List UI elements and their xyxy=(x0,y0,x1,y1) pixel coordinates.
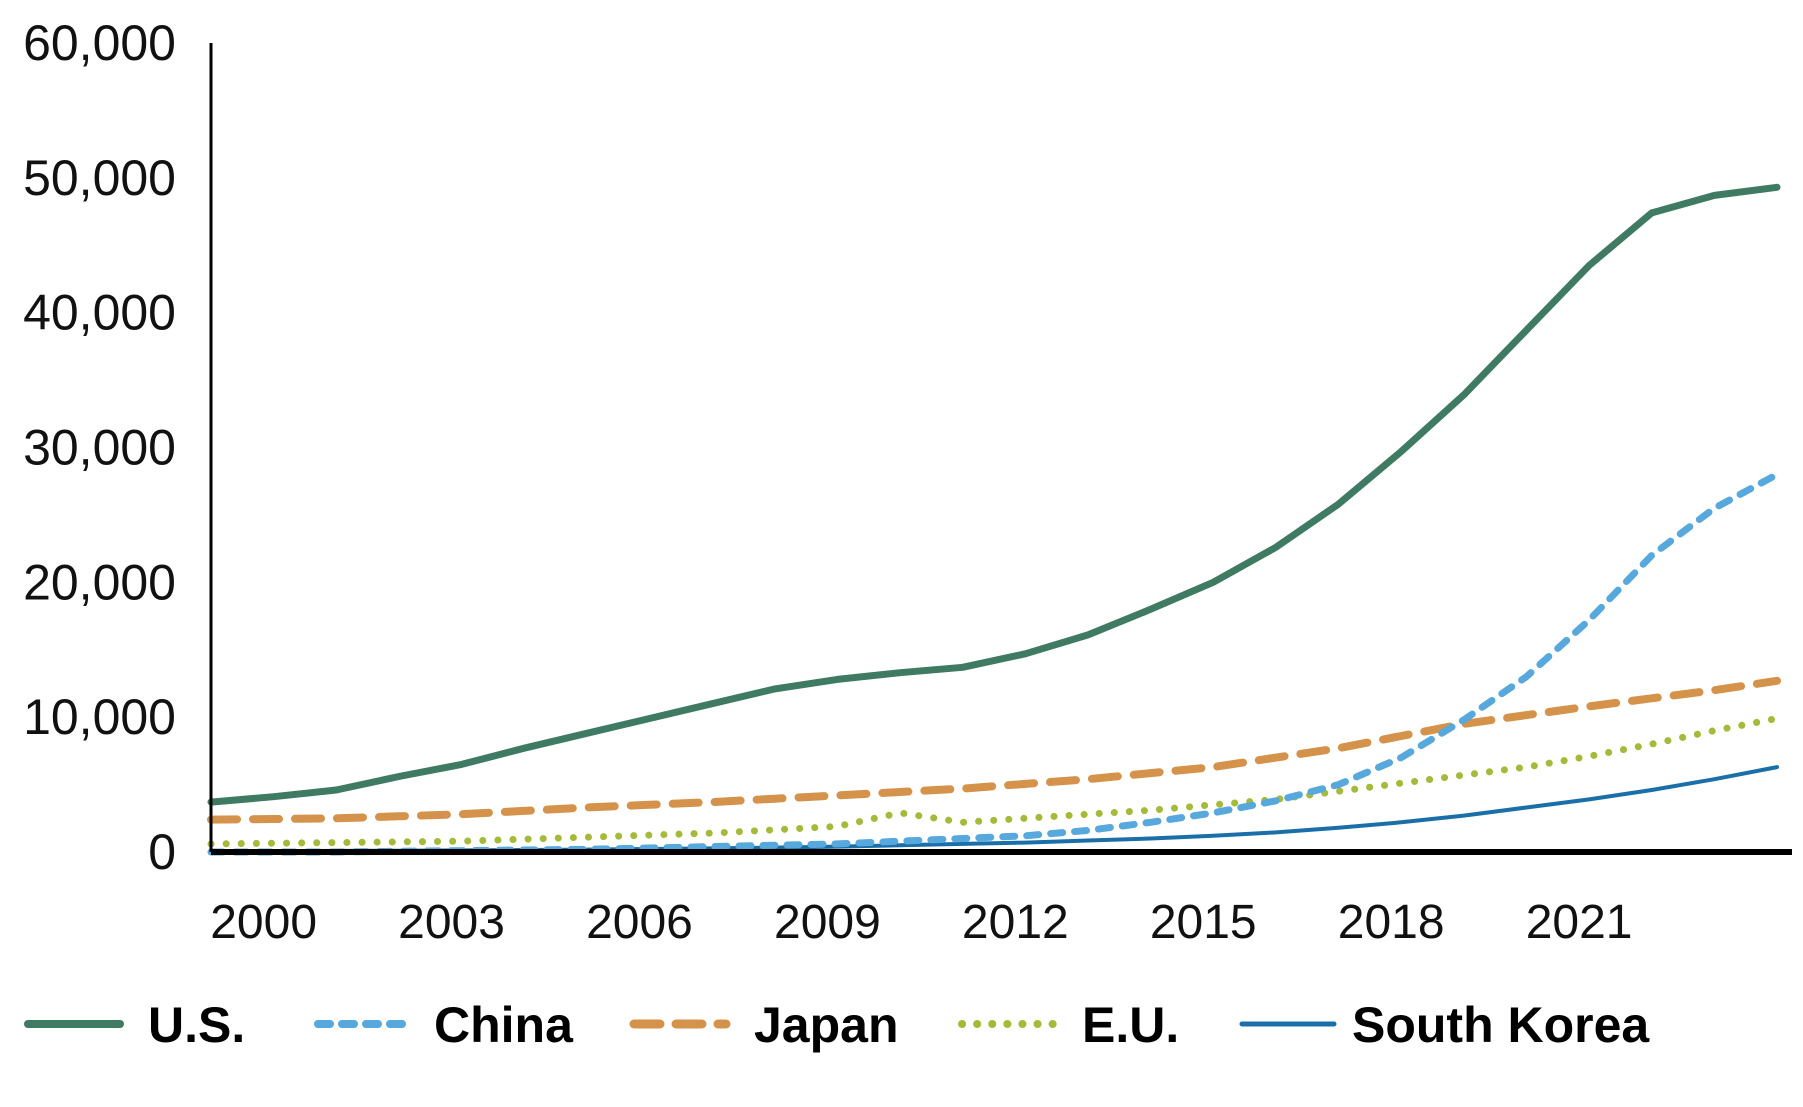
y-tick-label: 10,000 xyxy=(23,689,176,745)
y-tick-label: 40,000 xyxy=(23,285,176,341)
x-tick-label: 2003 xyxy=(398,896,505,949)
x-tick-label: 2018 xyxy=(1338,896,1445,949)
x-tick-label: 2021 xyxy=(1526,896,1633,949)
y-tick-label: 30,000 xyxy=(23,420,176,476)
y-tick-label: 60,000 xyxy=(23,15,176,71)
legend-label: U.S. xyxy=(148,997,245,1053)
x-tick-label: 2000 xyxy=(210,896,317,949)
legend: U.S. China Japan E.U. South Korea xyxy=(24,997,1650,1053)
legend-label: China xyxy=(434,997,574,1053)
x-tick-label: 2012 xyxy=(962,896,1069,949)
x-axis-tick-labels: 2000 2003 2006 2009 2012 2015 2018 2021 xyxy=(210,896,1632,949)
series-lines xyxy=(207,183,1781,856)
y-tick-label: 0 xyxy=(148,824,176,880)
series-line-e-u xyxy=(207,715,1781,848)
y-tick-label: 20,000 xyxy=(23,554,176,610)
x-tick-label: 2015 xyxy=(1150,896,1257,949)
series-line-japan xyxy=(207,676,1781,824)
series-line-u-s xyxy=(207,183,1781,806)
legend-label: South Korea xyxy=(1352,997,1650,1053)
legend-label: E.U. xyxy=(1082,997,1179,1053)
y-tick-label: 50,000 xyxy=(23,150,176,206)
legend-label: Japan xyxy=(754,997,899,1053)
x-tick-label: 2006 xyxy=(586,896,693,949)
y-axis-tick-labels: 0 10,000 20,000 30,000 40,000 50,000 60,000 xyxy=(23,15,176,880)
x-tick-label: 2009 xyxy=(774,896,881,949)
